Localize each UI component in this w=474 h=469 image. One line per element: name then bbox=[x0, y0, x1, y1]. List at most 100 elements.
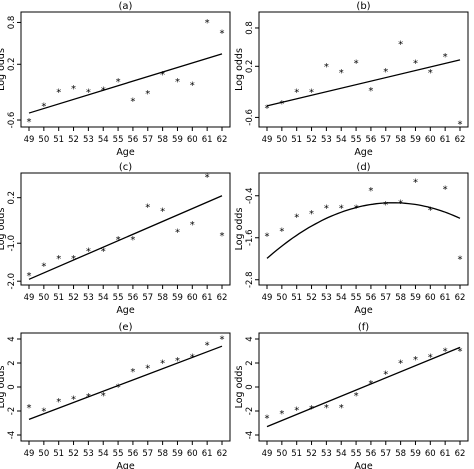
y-tick-label: -1.0 bbox=[7, 235, 17, 252]
data-point: * bbox=[130, 235, 135, 246]
data-point: * bbox=[413, 59, 418, 70]
plot-frame bbox=[20, 172, 231, 286]
y-tick-label: 0.8 bbox=[245, 21, 255, 35]
data-point: * bbox=[160, 359, 165, 370]
data-point: * bbox=[190, 353, 195, 364]
data-point: * bbox=[220, 335, 225, 346]
y-tick-label: -2 bbox=[245, 407, 255, 415]
data-point: * bbox=[175, 227, 180, 238]
x-tick-label: 51 bbox=[291, 135, 302, 145]
x-tick-label: 61 bbox=[202, 293, 213, 303]
data-point: * bbox=[443, 347, 448, 358]
x-tick-label: 60 bbox=[425, 449, 436, 459]
x-tick-label: 51 bbox=[53, 449, 64, 459]
data-point: * bbox=[428, 68, 433, 79]
data-point: * bbox=[309, 404, 314, 415]
y-tick-label: 0.2 bbox=[7, 58, 17, 72]
data-point: * bbox=[116, 77, 121, 88]
x-axis-label: Age bbox=[116, 305, 135, 316]
data-point: * bbox=[279, 226, 284, 237]
data-point: * bbox=[145, 203, 150, 214]
y-tick-label: 2 bbox=[7, 360, 17, 365]
data-point: * bbox=[190, 220, 195, 231]
data-point: * bbox=[71, 395, 76, 406]
x-tick-label: 57 bbox=[142, 293, 153, 303]
data-point: * bbox=[458, 347, 463, 358]
fit-line bbox=[266, 59, 461, 107]
x-tick-label: 50 bbox=[276, 135, 287, 145]
data-point: * bbox=[398, 198, 403, 209]
x-tick-label: 57 bbox=[380, 293, 391, 303]
x-tick-label: 60 bbox=[187, 293, 198, 303]
data-point: * bbox=[279, 409, 284, 420]
data-point: * bbox=[205, 172, 210, 183]
y-axis-label: Log odds bbox=[0, 366, 7, 409]
x-tick-label: 54 bbox=[336, 449, 347, 459]
y-tick-label: -1.6 bbox=[245, 229, 255, 246]
x-tick-label: 56 bbox=[366, 135, 377, 145]
x-tick-label: 49 bbox=[262, 293, 273, 303]
x-tick-label: 62 bbox=[455, 135, 466, 145]
data-point: * bbox=[428, 205, 433, 216]
data-point: * bbox=[339, 403, 344, 414]
x-tick-label: 53 bbox=[83, 449, 94, 459]
plot-frame bbox=[258, 11, 469, 128]
x-tick-label: 56 bbox=[366, 449, 377, 459]
fit-line bbox=[266, 346, 461, 428]
x-tick-label: 62 bbox=[455, 293, 466, 303]
data-point: * bbox=[324, 403, 329, 414]
x-tick-label: 50 bbox=[38, 135, 49, 145]
x-tick-label: 56 bbox=[128, 135, 139, 145]
x-tick-label: 53 bbox=[321, 449, 332, 459]
x-tick-label: 59 bbox=[410, 293, 421, 303]
data-point: * bbox=[86, 88, 91, 99]
x-tick-label: 61 bbox=[202, 449, 213, 459]
data-point: * bbox=[220, 231, 225, 242]
data-point: * bbox=[383, 200, 388, 211]
data-point: * bbox=[175, 356, 180, 367]
x-tick-label: 51 bbox=[53, 293, 64, 303]
x-tick-label: 58 bbox=[395, 293, 406, 303]
data-point: * bbox=[294, 405, 299, 416]
panel-title: (a) bbox=[119, 1, 133, 12]
x-tick-label: 62 bbox=[217, 449, 228, 459]
x-tick-label: 61 bbox=[202, 135, 213, 145]
x-tick-label: 50 bbox=[38, 449, 49, 459]
data-point: * bbox=[294, 212, 299, 223]
y-tick-label: -0.6 bbox=[245, 109, 255, 126]
x-tick-label: 52 bbox=[68, 135, 79, 145]
data-point: * bbox=[86, 392, 91, 403]
data-point: * bbox=[130, 367, 135, 378]
x-tick-label: 57 bbox=[142, 449, 153, 459]
x-tick-label: 58 bbox=[157, 135, 168, 145]
data-point: * bbox=[27, 403, 32, 414]
x-tick-label: 51 bbox=[291, 293, 302, 303]
x-tick-label: 61 bbox=[440, 449, 451, 459]
x-tick-label: 52 bbox=[306, 293, 317, 303]
x-tick-label: 52 bbox=[68, 293, 79, 303]
plot-frame bbox=[20, 11, 231, 128]
data-point: * bbox=[71, 254, 76, 265]
y-tick-label: -0.4 bbox=[245, 187, 255, 204]
data-point: * bbox=[368, 86, 373, 97]
data-point: * bbox=[41, 102, 46, 113]
data-point: * bbox=[56, 88, 61, 99]
data-point: * bbox=[205, 341, 210, 352]
x-tick-label: 56 bbox=[128, 293, 139, 303]
data-point: * bbox=[458, 254, 463, 265]
y-tick-label: 4 bbox=[245, 336, 255, 341]
y-tick-label: -2.0 bbox=[7, 273, 17, 290]
x-axis-label: Age bbox=[116, 461, 135, 469]
data-point: * bbox=[413, 177, 418, 188]
data-point: * bbox=[294, 87, 299, 98]
data-point: * bbox=[398, 39, 403, 50]
x-axis-label: Age bbox=[354, 305, 373, 316]
x-tick-label: 50 bbox=[38, 293, 49, 303]
x-tick-label: 55 bbox=[351, 449, 362, 459]
x-tick-label: 56 bbox=[128, 449, 139, 459]
x-tick-label: 55 bbox=[113, 293, 124, 303]
x-tick-label: 61 bbox=[440, 135, 451, 145]
x-tick-label: 60 bbox=[425, 293, 436, 303]
y-tick-label: 0.2 bbox=[245, 60, 255, 74]
